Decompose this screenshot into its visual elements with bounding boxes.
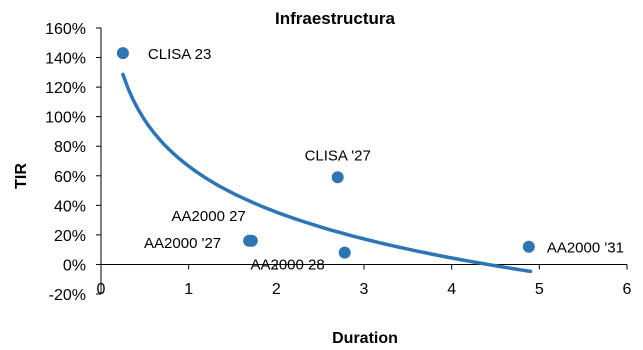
x-tick-label: 6 — [623, 281, 632, 298]
y-tick-label: 100% — [45, 110, 86, 127]
data-point — [116, 47, 129, 60]
y-axis-ticks: -20% 0% 20% 40% 60% 80% 100% 120% 140% 160% — [45, 21, 101, 304]
y-tick-label: 0% — [63, 257, 86, 274]
x-axis-title: Duration — [332, 330, 398, 347]
x-tick-label: 0 — [97, 281, 106, 298]
chart-title: Infraestructura — [275, 9, 396, 28]
data-point-label: AA2000 '27 — [144, 235, 221, 252]
data-point — [522, 240, 535, 253]
x-tick-label: 4 — [447, 281, 456, 298]
y-tick-label: 140% — [45, 51, 86, 68]
y-tick-label: 120% — [45, 80, 86, 97]
x-tick-label: 3 — [360, 281, 369, 298]
y-tick-label: 160% — [45, 21, 86, 38]
y-tick-label: -20% — [49, 287, 86, 304]
data-point-label: AA2000 27 — [172, 208, 246, 225]
x-tick-label: 1 — [184, 281, 193, 298]
y-tick-label: 40% — [54, 198, 86, 215]
y-axis-title: TIR — [13, 163, 30, 189]
data-point-label: AA2000 '31 — [547, 240, 624, 257]
y-tick-label: 80% — [54, 139, 86, 156]
trendline — [121, 72, 533, 274]
data-points — [116, 47, 535, 259]
data-point-label: AA2000 28 — [250, 257, 324, 274]
x-tick-label: 2 — [272, 281, 281, 298]
plot-area: -20% 0% 20% 40% 60% 80% 100% 120% 140% 160% 0 1 2 3 4… — [45, 21, 631, 304]
x-tick-label: 5 — [535, 281, 544, 298]
data-point — [338, 246, 351, 259]
data-point-label: CLISA 23 — [148, 46, 211, 63]
data-point — [331, 171, 344, 184]
data-point-label: CLISA '27 — [305, 147, 371, 164]
data-point — [243, 234, 256, 247]
y-tick-label: 60% — [54, 169, 86, 186]
data-point-labels: CLISA 23 CLISA '27 AA2000 27 AA2000 '27 AA20… — [144, 46, 624, 274]
y-tick-label: 20% — [54, 228, 86, 245]
x-axis-ticks: 0 1 2 3 4 5 6 — [97, 264, 632, 298]
